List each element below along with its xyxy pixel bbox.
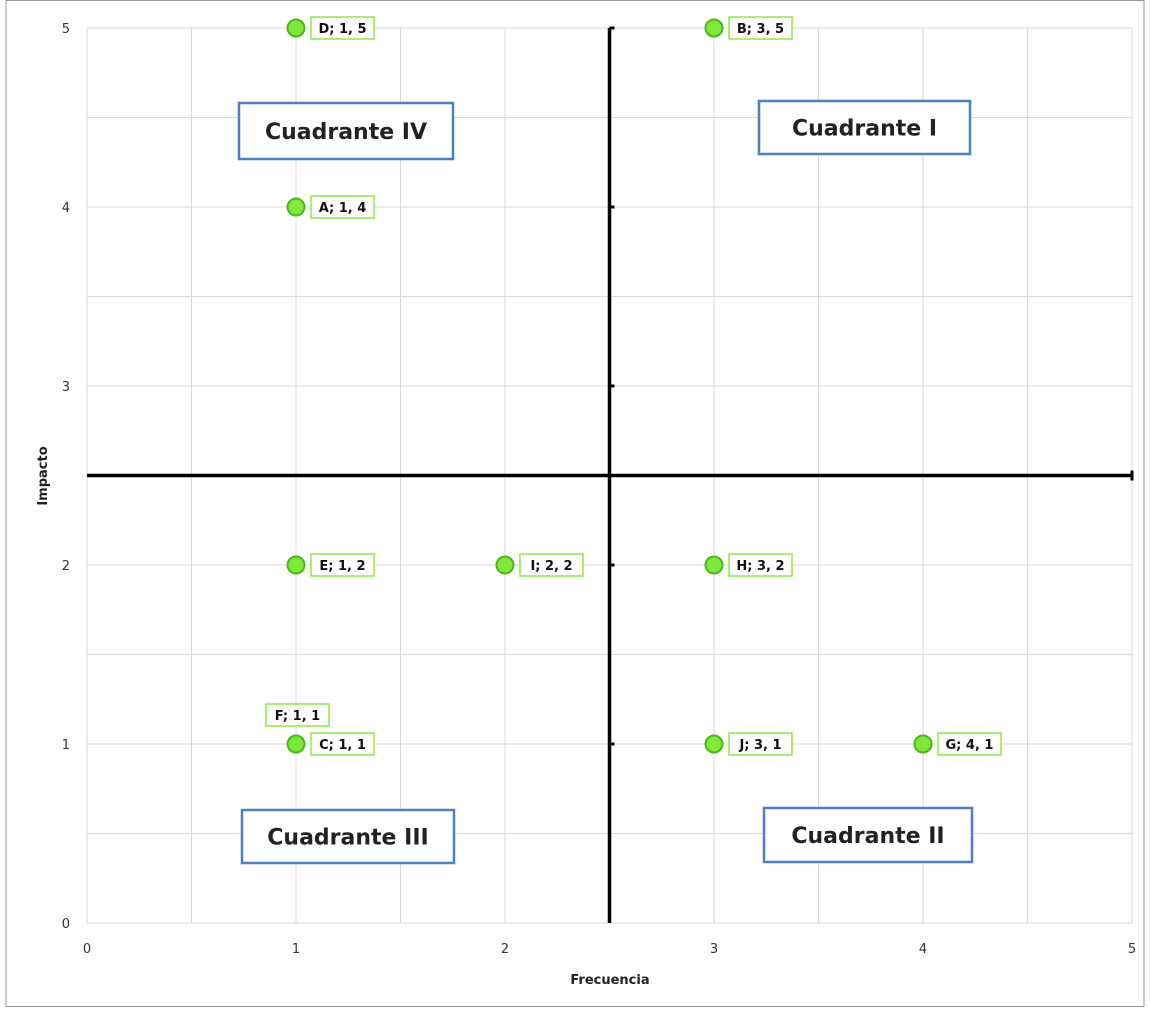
y-axis-label: Impacto — [36, 446, 51, 505]
data-label: E; 1, 2 — [319, 559, 365, 574]
y-tick-label: 3 — [62, 380, 70, 395]
data-label-box — [728, 732, 793, 756]
data-point-marker — [286, 197, 306, 217]
y-axis-ticks: 0 1 2 3 4 5 — [62, 22, 70, 932]
data-point-marker — [286, 555, 306, 575]
quadrant-label: Cuadrante II — [791, 824, 944, 849]
data-label: H; 3, 2 — [736, 559, 784, 574]
chart-border — [5, 0, 1145, 1007]
data-label-box — [937, 732, 1002, 756]
y-tick-label: 0 — [62, 917, 70, 932]
x-tick-label: 4 — [919, 942, 927, 957]
data-label-box — [728, 553, 793, 577]
data-label: D; 1, 5 — [318, 22, 366, 37]
data-label-box — [519, 553, 584, 577]
quadrant-label: Cuadrante III — [267, 826, 428, 851]
quadrant-label-box — [240, 808, 456, 865]
data-label: F; 1, 1 — [275, 709, 320, 724]
quadrant-dividers — [87, 26, 1134, 923]
data-label: C; 1, 1 — [319, 738, 366, 753]
data-label: J; 3, 1 — [738, 738, 781, 753]
quadrant-label-box — [757, 99, 972, 156]
y-tick-label: 1 — [62, 738, 70, 753]
data-points: D; 1, 5 B; 3, 5 A; 1, 4 E; 1, 2 I; 2, 2 H; 3,… — [265, 16, 1002, 756]
x-axis-label: Frecuencia — [570, 973, 649, 988]
y-tick-label: 2 — [62, 559, 70, 574]
x-axis-ticks: 0 1 2 3 4 5 — [83, 942, 1136, 957]
data-point-marker — [704, 18, 724, 38]
data-label: G; 4, 1 — [946, 738, 994, 753]
y-tick-label: 5 — [62, 22, 70, 37]
data-point-marker — [286, 18, 306, 38]
quadrant-label-box — [237, 101, 455, 161]
data-point-marker — [495, 555, 515, 575]
data-label: I; 2, 2 — [530, 559, 572, 574]
quadrant-label: Cuadrante I — [792, 117, 937, 142]
data-label: B; 3, 5 — [737, 22, 784, 37]
data-point-marker — [704, 555, 724, 575]
data-point-marker — [286, 734, 306, 754]
y-tick-label: 4 — [62, 201, 70, 216]
data-label-box — [310, 732, 375, 756]
data-label: A; 1, 4 — [319, 201, 367, 216]
data-label-box — [728, 16, 793, 40]
quadrant-label: Cuadrante IV — [265, 120, 427, 145]
x-tick-label: 3 — [710, 942, 718, 957]
data-label-box — [310, 553, 375, 577]
x-tick-label: 2 — [501, 942, 509, 957]
x-tick-label: 1 — [292, 942, 300, 957]
quadrant-label-box — [762, 806, 974, 864]
x-tick-label: 0 — [83, 942, 91, 957]
data-point-marker — [913, 734, 933, 754]
x-tick-label: 5 — [1128, 942, 1136, 957]
data-label-box — [310, 16, 375, 40]
data-label-box — [310, 195, 375, 219]
data-point-marker — [704, 734, 724, 754]
quadrant-labels: Cuadrante IV Cuadrante I Cuadrante III Cuad… — [237, 99, 974, 865]
data-label-box — [265, 703, 330, 727]
